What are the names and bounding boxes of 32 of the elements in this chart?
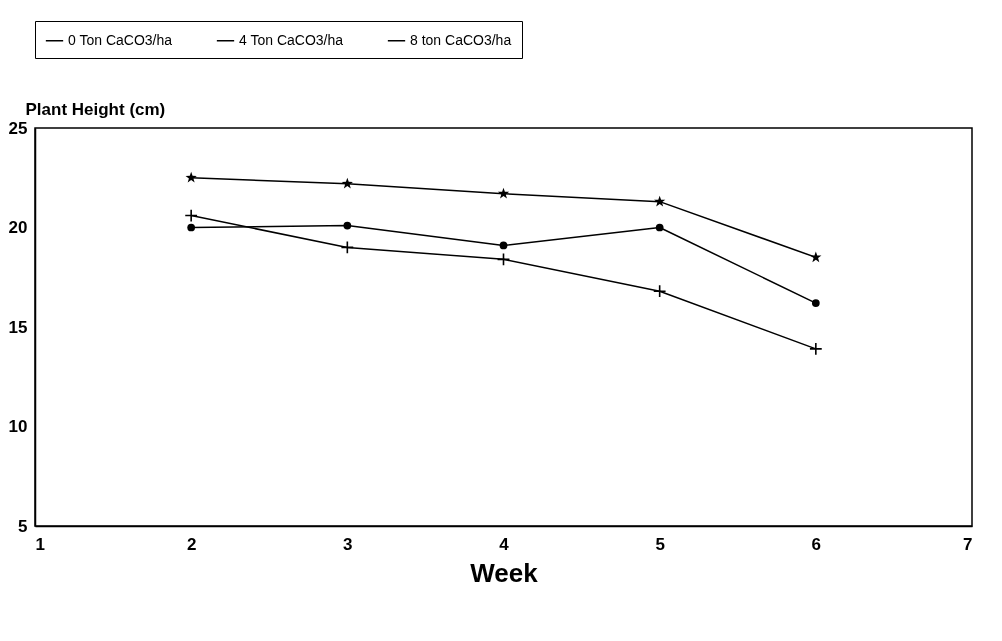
point: [655, 223, 664, 232]
point: [340, 240, 355, 255]
x-axis-title: Week: [470, 557, 539, 588]
x-tick-label: 3: [343, 534, 353, 554]
x-tick-label: 5: [655, 534, 665, 554]
point: [496, 252, 511, 267]
x-tick-label: 6: [811, 534, 822, 554]
x-tick-label: 2: [186, 534, 197, 554]
y-tick-label: 5: [18, 516, 28, 536]
y-tick-label: 15: [8, 317, 28, 337]
point: [810, 251, 822, 263]
y-tick-label: 25: [8, 118, 28, 138]
point: [184, 208, 198, 223]
y-axis-title: Plant Height (cm): [25, 99, 166, 119]
legend-label: 0 Ton CaCO3/ha: [68, 31, 173, 48]
x-tick-label: 7: [963, 534, 973, 554]
y-tick-label: 20: [8, 218, 28, 237]
legend-label: 8 ton CaCO3/ha: [410, 31, 512, 48]
point: [187, 223, 196, 232]
point: [654, 195, 666, 207]
point: [809, 342, 823, 356]
point: [811, 299, 820, 307]
y-tick-label: 10: [8, 417, 28, 436]
x-tick-label: 1: [35, 534, 45, 554]
point: [499, 241, 508, 250]
point: [652, 284, 667, 298]
point: [341, 177, 353, 189]
point: [497, 187, 510, 199]
legend-label: 4 Ton CaCO3/ha: [239, 31, 344, 48]
x-tick-label: 4: [499, 534, 510, 554]
point: [185, 171, 197, 183]
point: [343, 221, 352, 230]
